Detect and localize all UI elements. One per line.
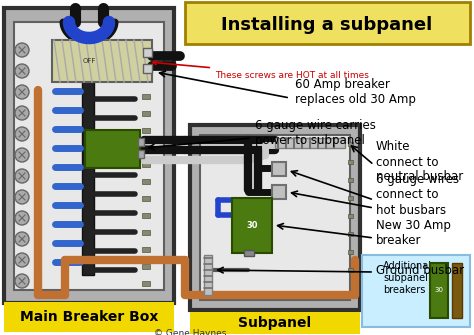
Bar [142, 128, 150, 133]
Polygon shape [71, 34, 107, 46]
Circle shape [15, 85, 29, 99]
Bar [142, 213, 150, 218]
Bar [142, 264, 150, 269]
Bar [348, 178, 353, 182]
Bar [190, 125, 360, 310]
Bar [142, 179, 150, 184]
Bar [348, 232, 353, 236]
Bar [143, 64, 152, 73]
Bar [4, 302, 174, 332]
Text: These screws are HOT at all times: These screws are HOT at all times [153, 61, 369, 79]
Circle shape [15, 148, 29, 162]
Text: 60 Amp breaker
replaces old 30 Amp: 60 Amp breaker replaces old 30 Amp [295, 78, 416, 106]
Bar [142, 162, 150, 167]
Circle shape [15, 64, 29, 78]
Bar [142, 196, 150, 201]
Bar [272, 185, 286, 199]
Bar [142, 145, 150, 150]
Bar [143, 48, 152, 57]
Bar [244, 250, 254, 256]
Text: 6 gauge wire carries
power to subpanel: 6 gauge wire carries power to subpanel [255, 119, 376, 147]
Text: Additional
subpanel
breakers: Additional subpanel breakers [383, 261, 432, 294]
Circle shape [15, 127, 29, 141]
Bar [348, 160, 353, 164]
Bar [452, 263, 462, 318]
Bar [138, 138, 144, 146]
Bar [142, 247, 150, 252]
Text: Subpanel: Subpanel [238, 316, 311, 330]
Bar [204, 255, 212, 295]
Text: © Gene Haynes: © Gene Haynes [154, 329, 226, 335]
Circle shape [15, 106, 29, 120]
Bar [142, 60, 150, 65]
Circle shape [15, 169, 29, 183]
Text: 30: 30 [246, 220, 258, 229]
Circle shape [15, 211, 29, 225]
Bar [185, 2, 470, 44]
Bar [142, 94, 150, 99]
Bar [142, 77, 150, 82]
Text: OFF: OFF [82, 58, 96, 64]
Circle shape [15, 232, 29, 246]
Bar [190, 312, 360, 334]
Bar [85, 130, 140, 168]
Bar [430, 263, 448, 318]
Bar [82, 50, 94, 275]
Circle shape [15, 253, 29, 267]
Bar [348, 142, 353, 146]
Bar [142, 230, 150, 235]
Bar [200, 135, 350, 300]
Bar [52, 40, 152, 82]
Bar [232, 198, 272, 253]
Bar [142, 281, 150, 286]
Bar [275, 138, 345, 148]
Bar [142, 111, 150, 116]
Bar [4, 8, 174, 303]
Bar [272, 162, 286, 176]
Bar [362, 255, 470, 327]
Text: 30: 30 [435, 287, 444, 293]
Bar [348, 214, 353, 218]
Bar [348, 250, 353, 254]
Circle shape [15, 190, 29, 204]
Text: Installing a subpanel: Installing a subpanel [221, 16, 433, 34]
Text: Ground busbar: Ground busbar [376, 264, 464, 276]
Text: Main Breaker Box: Main Breaker Box [20, 310, 158, 324]
Circle shape [15, 274, 29, 288]
Bar [14, 22, 164, 290]
Bar [138, 150, 144, 158]
Text: White
connect to
neutral busbar: White connect to neutral busbar [376, 140, 463, 184]
Text: 6 gauge wires
connect to
hot busbars: 6 gauge wires connect to hot busbars [376, 174, 459, 216]
Circle shape [15, 43, 29, 57]
Bar [348, 268, 353, 272]
Text: New 30 Amp
breaker: New 30 Amp breaker [376, 219, 451, 247]
Bar [348, 196, 353, 200]
